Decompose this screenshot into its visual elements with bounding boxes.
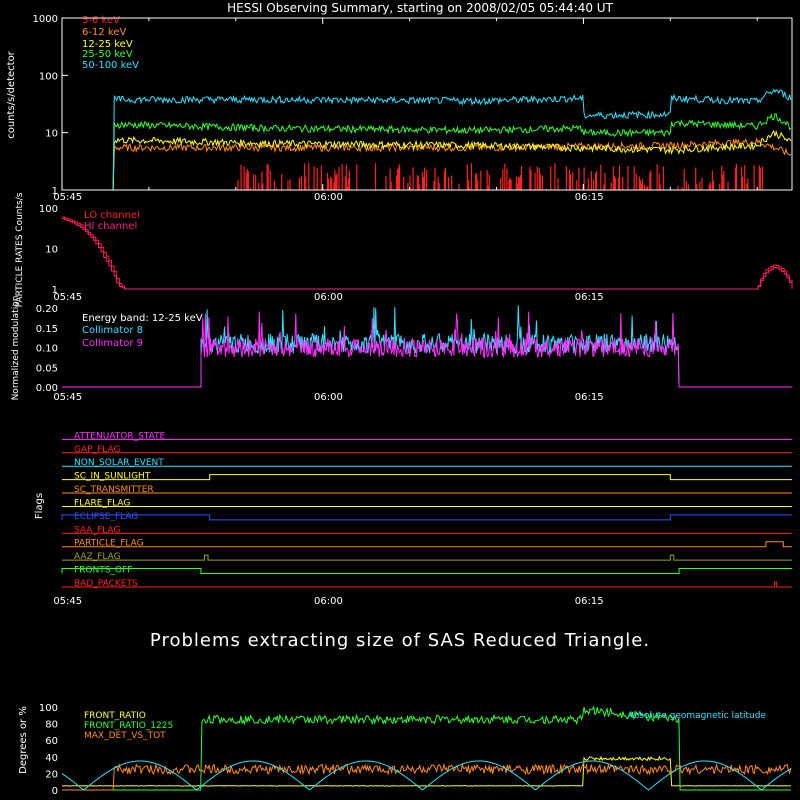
y-tick-label: 80 <box>45 720 58 731</box>
y-tick-label: 10 <box>45 245 58 256</box>
p3-yticks: 0.00 0.05 0.10 0.15 0.20 <box>36 304 58 394</box>
flag-fronts-off <box>61 568 792 575</box>
flag-label: FLARE_FLAG <box>74 498 130 508</box>
panel-frame <box>61 17 793 191</box>
y-tick-label: 0.00 <box>36 383 58 394</box>
flag-label: ECLIPSE_FLAG <box>74 512 138 522</box>
time-tick-label: 05:45 <box>53 292 82 303</box>
series-Collimator-9 <box>62 311 792 388</box>
status-message: Problems extracting size of SAS Reduced … <box>149 630 651 651</box>
panel-counts: counts/s/detector 1 10 100 1000 3-6 keV 6-1… <box>6 14 793 197</box>
flag-label: FRONTS_OFF <box>74 566 132 576</box>
legend-12-25kev: 12-25 keV <box>82 39 133 50</box>
p3-ylabel: Normalized modulation <box>11 296 21 401</box>
flag-label: GAP_FLAG <box>74 445 120 455</box>
series-front-ratio-1225 <box>62 705 791 791</box>
time-tick-label: 05:45 <box>53 192 82 203</box>
y-tick-label: 0.05 <box>36 363 58 374</box>
time-tick-label: 05:45 <box>53 392 82 403</box>
legend-25-50kev: 25-50 keV <box>82 49 133 60</box>
flag-particle-flag <box>62 541 792 548</box>
flag-label: AAZ_FLAG <box>74 552 121 562</box>
flag-aaz-flag <box>62 554 792 561</box>
energy-band-label: Energy band: 12-25 keV <box>82 313 203 324</box>
legend-front-ratio-1225: FRONT_RATIO_1225 <box>84 721 173 731</box>
flag-label: ATTENUATOR_STATE <box>74 431 166 441</box>
p5-yticks: 0 20 40 60 80 100 <box>39 703 58 797</box>
y-tick-label: 0.10 <box>36 344 58 355</box>
series-12-25-keV <box>62 129 792 191</box>
time-tick-label: 06:00 <box>314 392 343 403</box>
flag-label: NON_SOLAR_EVENT <box>74 458 164 468</box>
p2-yticks: 1 10 100 <box>39 204 58 296</box>
flag-label: SC_TRANSMITTER <box>74 485 154 495</box>
legend-lo-channel: LO channel <box>84 210 140 221</box>
series-50-100-keV <box>62 88 792 191</box>
legend-50-100kev: 50-100 keV <box>82 60 139 71</box>
y-tick-label: 100 <box>39 71 58 82</box>
p1-yticks: 1 10 100 1000 <box>33 14 68 197</box>
p1-ylabel: counts/s/detector <box>6 50 17 138</box>
time-tick-label: 06:15 <box>575 192 604 203</box>
y-tick-label: 60 <box>45 736 58 747</box>
panel-ratios: Degrees or % 0 20 40 60 80 100 FRONT_RATIO FR… <box>18 703 792 797</box>
p1-legend: 3-6 keV 6-12 keV 12-25 keV 25-50 keV 50-… <box>82 15 139 71</box>
panel-modulation: Normalized modulation 0.000.050.100.150.… <box>11 296 792 401</box>
flag-label: SAA_FLAG <box>74 525 120 535</box>
chart-title: HESSI Observing Summary, starting on 200… <box>227 1 613 15</box>
y-tick-label: 40 <box>45 753 58 764</box>
time-tick-label: 06:00 <box>314 596 343 607</box>
panel-flags: ATTENUATOR_STATE GAP_FLAG NON_SOLAR_EVENT S… <box>34 431 792 589</box>
legend-front-ratio: FRONT_RATIO <box>84 711 146 721</box>
time-tick-label: 06:00 <box>314 192 343 203</box>
y-tick-label: 0.20 <box>36 304 58 315</box>
p2-ylabel: PARTICLE RATES Counts/s <box>15 192 25 307</box>
time-tick-label: 06:15 <box>575 392 604 403</box>
legend-geomagnetic-latitude: Absolute geomagnetic latitude <box>627 711 766 721</box>
legend-3-6kev: 3-6 keV <box>82 15 120 26</box>
flag-label: SC_IN_SUNLIGHT <box>74 472 151 482</box>
flag-eclipse-flag <box>61 514 792 521</box>
time-tick-label: 05:45 <box>53 596 82 607</box>
legend-6-12kev: 6-12 keV <box>82 27 126 38</box>
time-axis-labels: 05:4506:0006:1506:3006:4507:0007:1505:45… <box>53 192 604 607</box>
legend-collimator-9: Collimator 9 <box>82 338 143 349</box>
flag-sc-in-sunlight <box>62 474 792 481</box>
y-tick-label: 20 <box>45 769 58 780</box>
series-absolute-geomagnetic-latitude <box>61 760 792 791</box>
y-tick-label: 10 <box>45 129 58 140</box>
p4-ylabel: Flags <box>34 493 45 519</box>
y-tick-label: 0 <box>52 786 58 797</box>
p2-series <box>62 216 793 290</box>
legend-collimator-8: Collimator 8 <box>82 325 143 336</box>
series-front-ratio <box>62 755 791 787</box>
flag-bad-packets <box>62 581 792 588</box>
y-tick-label: 100 <box>39 204 58 215</box>
series-6-12-keV <box>62 137 792 191</box>
p3-series <box>62 305 792 388</box>
panel-particle-rates: PARTICLE RATES Counts/s 1 10 100 LO channe… <box>15 192 793 307</box>
legend-max-det-vs-tot: MAX_DET_VS_TOT <box>84 731 166 741</box>
legend-hi-channel: HI channel <box>84 221 137 232</box>
series-HI-channel <box>62 218 793 290</box>
series-LO-channel <box>62 216 793 290</box>
flag-label: PARTICLE_FLAG <box>74 539 144 549</box>
series-25-50-keV <box>62 113 792 191</box>
y-tick-label: 100 <box>39 703 58 714</box>
p5-series <box>61 705 792 791</box>
y-tick-label: 1000 <box>33 14 58 25</box>
series-max-det-vs-tot <box>62 762 792 791</box>
p5-ylabel: Degrees or % <box>18 706 29 774</box>
time-tick-label: 06:15 <box>575 292 604 303</box>
time-tick-label: 06:15 <box>575 596 604 607</box>
p1-series <box>62 88 792 191</box>
p4-series: ATTENUATOR_STATE GAP_FLAG NON_SOLAR_EVENT S… <box>61 431 792 589</box>
y-tick-label: 1 <box>52 285 58 296</box>
y-tick-label: 0.15 <box>36 324 58 335</box>
y-tick-label: 1 <box>52 186 58 197</box>
flag-label: BAD_PACKETS <box>74 579 138 589</box>
time-tick-label: 06:00 <box>314 292 343 303</box>
